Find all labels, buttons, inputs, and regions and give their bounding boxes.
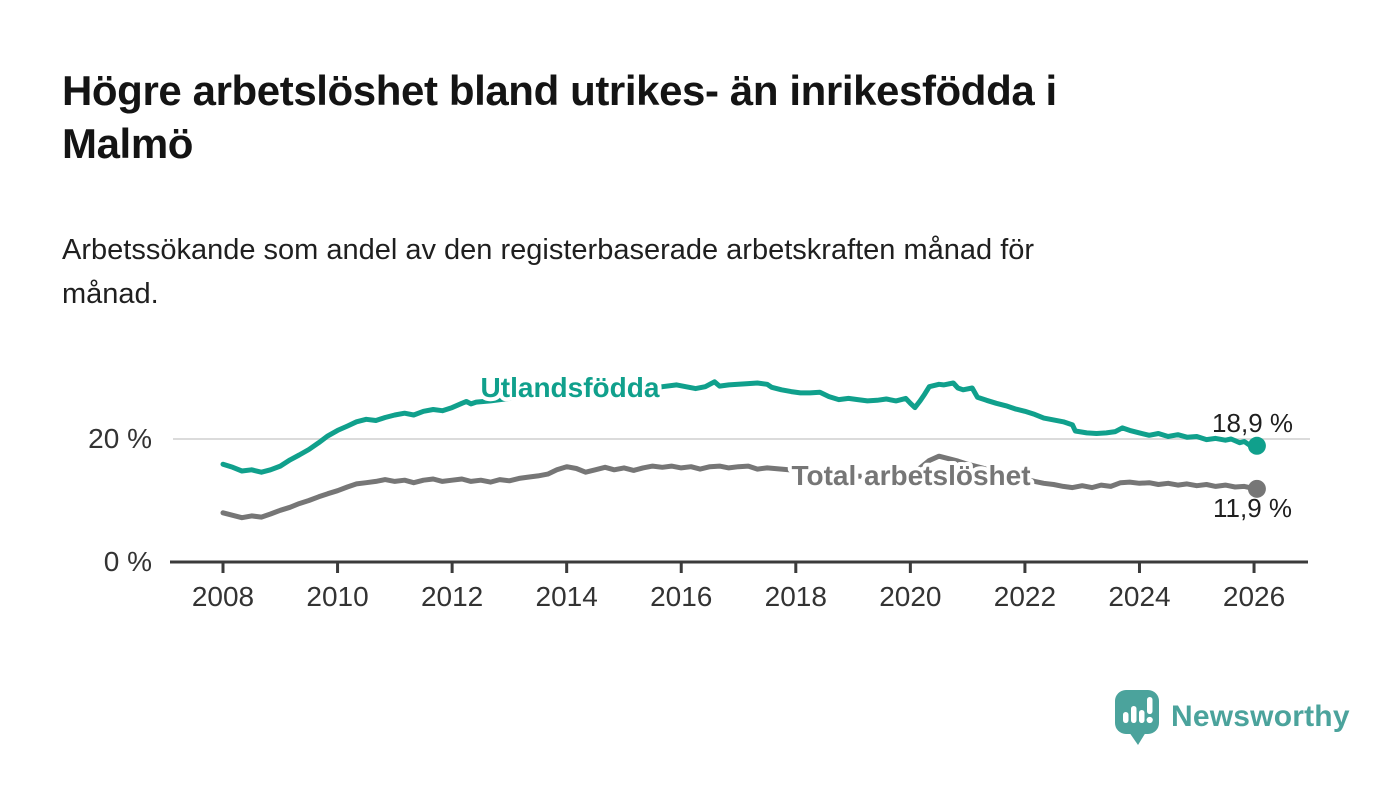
y-tick-label: 20 %	[88, 423, 152, 454]
x-tick-label: 2012	[421, 581, 483, 612]
newsworthy-logo-text: Newsworthy	[1171, 700, 1350, 733]
end-value-label-total: 11,9 %	[1213, 493, 1292, 523]
x-tick-label: 2010	[306, 581, 368, 612]
chart-subtitle-line-1: Arbetssökande som andel av den registerb…	[62, 234, 1035, 266]
series-label-total: Total arbetslöshet	[791, 460, 1030, 491]
x-tick-label: 2026	[1223, 581, 1285, 612]
speech-bubble-tail	[1129, 732, 1146, 745]
newsworthy-logo-icon	[1115, 690, 1159, 745]
x-tick-label: 2016	[650, 581, 712, 612]
x-tick-label: 2024	[1108, 581, 1170, 612]
page-title: Högre arbetslöshet bland utrikes- än inr…	[62, 64, 1362, 170]
end-dot-total	[1247, 479, 1266, 498]
chart-subtitle: Arbetssökande som andel av den registerb…	[62, 228, 1362, 316]
logo-exclamation-dot	[1146, 716, 1153, 724]
logo-exclamation-bar	[1147, 697, 1153, 714]
x-tick-label: 2018	[765, 581, 827, 612]
x-tick-label: 2008	[192, 581, 254, 612]
x-tick-label: 2022	[994, 581, 1056, 612]
chart-subtitle-line-2: månad.	[62, 278, 159, 310]
series-label-utlandsfodda: Utlandsfödda	[481, 372, 660, 403]
x-tick-label: 2020	[879, 581, 941, 612]
page-title-line-2: Malmö	[62, 120, 194, 167]
end-dot-utlandsfodda	[1247, 436, 1266, 455]
logo-bar-3	[1139, 710, 1145, 723]
page-title-line-1: Högre arbetslöshet bland utrikes- än inr…	[62, 67, 1057, 114]
end-value-label-utlandsfodda: 18,9 %	[1212, 408, 1293, 438]
x-tick-label: 2014	[536, 581, 598, 612]
series-line-utlandsfodda	[220, 379, 1260, 475]
newsworthy-logo: Newsworthy	[1114, 688, 1350, 746]
logo-bar-2	[1131, 706, 1137, 723]
logo-bar-1	[1123, 712, 1129, 723]
series-line-total	[220, 453, 1260, 521]
y-tick-label: 0 %	[104, 546, 152, 577]
